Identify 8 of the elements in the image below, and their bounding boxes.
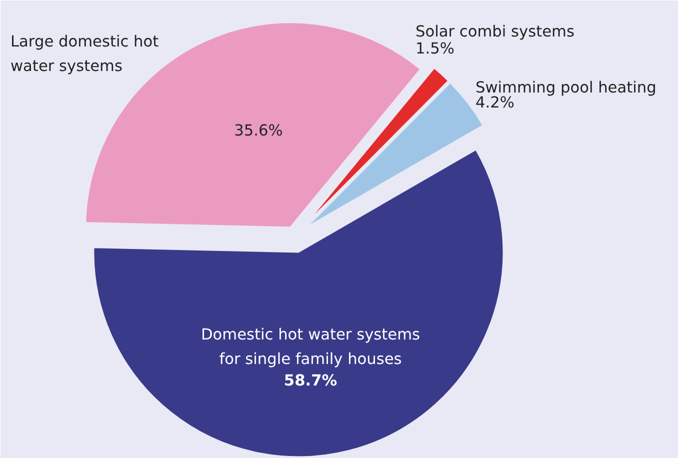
data-label: 35.6%: [234, 122, 283, 140]
data-label: 4.2%: [476, 94, 514, 112]
slice-label: Solar combi systems: [416, 22, 574, 40]
data-label: 58.7%: [284, 372, 338, 390]
slice-label: Large domestic hot water systems: [10, 32, 159, 75]
data-label: 1.5%: [416, 40, 454, 58]
slice-label: Swimming pool heating: [476, 78, 656, 96]
slice-label: Domestic hot water systems for single family houses: [200, 326, 420, 368]
